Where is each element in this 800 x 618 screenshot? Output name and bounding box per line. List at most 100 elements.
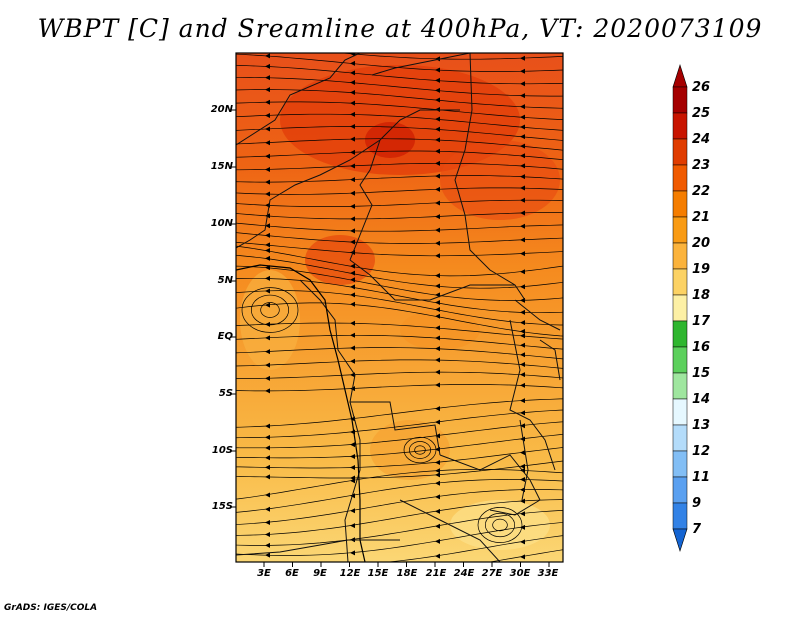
streamline-arrow xyxy=(520,320,525,326)
streamline-arrow xyxy=(265,223,270,229)
streamline-arrow xyxy=(350,292,355,298)
streamline-arrow xyxy=(265,232,270,238)
colorbar-swatch xyxy=(672,346,688,374)
streamline-arrow xyxy=(520,197,525,203)
streamline xyxy=(487,549,563,562)
streamline xyxy=(236,245,563,277)
streamline-arrow xyxy=(520,81,525,87)
streamline-arrow xyxy=(520,124,525,130)
streamline-arrow xyxy=(350,550,355,556)
streamline-arrow xyxy=(350,345,355,351)
streamline-swirl xyxy=(414,445,426,455)
coastline xyxy=(236,264,366,562)
streamline xyxy=(236,359,563,369)
streamline-arrow xyxy=(265,53,270,59)
streamline-arrow xyxy=(520,93,525,99)
streamline-arrow xyxy=(265,302,270,308)
streamline xyxy=(236,384,563,392)
streamline-arrow xyxy=(520,342,525,348)
streamline-arrow xyxy=(350,190,355,196)
streamline-arrow xyxy=(265,242,270,248)
streamline-arrow xyxy=(435,313,440,319)
streamline-swirl xyxy=(492,518,508,532)
streamline-arrow xyxy=(520,362,525,368)
streamline-arrow xyxy=(350,562,355,567)
streamline-arrow xyxy=(265,362,270,368)
streamline-arrow xyxy=(265,519,270,525)
streamline-arrow xyxy=(520,210,525,216)
streamline-arrow xyxy=(350,203,355,209)
streamline-arrow xyxy=(350,442,355,448)
lon-label: 6E xyxy=(285,568,299,579)
streamline-arrow xyxy=(265,492,270,498)
streamline xyxy=(236,447,563,469)
streamline-arrow xyxy=(350,90,355,96)
streamline xyxy=(236,162,563,171)
streamline-arrow xyxy=(435,200,440,206)
colorbar-swatch xyxy=(672,372,688,400)
lat-label: 5S xyxy=(218,388,233,399)
streamline-arrow xyxy=(520,328,525,334)
streamline-arrow xyxy=(265,532,270,538)
streamline xyxy=(236,212,563,220)
streamline-arrow xyxy=(435,306,440,312)
streamline-arrow xyxy=(265,179,270,185)
streamline-arrow xyxy=(350,453,355,459)
streamline-arrow xyxy=(265,275,270,281)
streamline-arrow xyxy=(435,97,440,103)
streamline-arrow xyxy=(265,506,270,512)
streamline-arrow xyxy=(520,372,525,378)
streamline-arrow xyxy=(350,478,355,484)
streamline-arrow xyxy=(265,191,270,197)
streamline-arrow xyxy=(350,60,355,66)
streamline xyxy=(236,265,563,301)
colorbar-swatch xyxy=(672,86,688,114)
streamline xyxy=(236,371,563,379)
colorbar-label: 15 xyxy=(692,366,711,381)
streamline-arrow xyxy=(435,253,440,259)
streamline-arrow xyxy=(435,459,440,465)
colorbar-swatch xyxy=(672,216,688,244)
streamline-arrow xyxy=(520,511,525,517)
streamline-arrow xyxy=(350,239,355,245)
colorbar-swatch xyxy=(672,476,688,504)
streamline-arrow xyxy=(265,455,270,461)
streamline xyxy=(236,290,563,326)
streamline-arrow xyxy=(520,554,525,560)
streamline-arrow xyxy=(520,309,525,315)
colorbar-label: 12 xyxy=(692,444,711,459)
colorbar-label: 22 xyxy=(692,184,711,199)
streamline-swirl xyxy=(241,287,299,333)
streamline-arrow xyxy=(435,406,440,412)
streamline-arrow xyxy=(435,335,440,341)
lat-label: 10N xyxy=(210,218,233,229)
streamline-arrow xyxy=(520,134,525,140)
streamline xyxy=(338,53,563,60)
colorbar-swatch xyxy=(672,190,688,218)
streamline xyxy=(236,460,563,479)
streamline-swirl xyxy=(250,294,290,326)
streamline-arrow xyxy=(435,325,440,331)
streamline-arrow xyxy=(520,174,525,180)
streamline xyxy=(236,347,563,360)
streamline-arrow xyxy=(520,153,525,159)
streamline-arrow xyxy=(265,43,270,48)
streamline-arrow xyxy=(265,445,270,451)
streamline-arrow xyxy=(520,463,525,469)
streamline-arrow xyxy=(435,214,440,220)
colorbar-label: 26 xyxy=(692,80,711,95)
streamline-swirl xyxy=(477,507,523,543)
lat-ticks xyxy=(230,109,236,508)
streamline-arrow xyxy=(350,163,355,169)
colorbar-label: 21 xyxy=(692,210,711,225)
colorbar-swatch xyxy=(672,320,688,348)
streamline-arrow xyxy=(435,346,440,352)
colorbar-bottom-arrow xyxy=(672,528,688,552)
streamline-arrow xyxy=(520,410,525,416)
streamline-arrow xyxy=(520,539,525,545)
streamline-arrow xyxy=(520,423,525,429)
streamline-arrow xyxy=(435,538,440,544)
streamline-arrow xyxy=(350,270,355,276)
streamline-arrow xyxy=(435,357,440,363)
